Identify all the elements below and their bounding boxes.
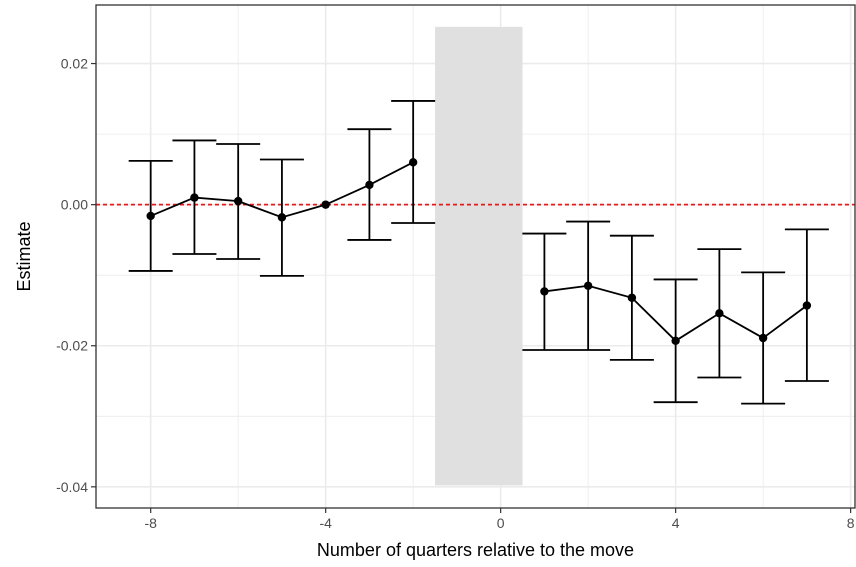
data-point	[758, 333, 768, 343]
x-tick-label: -4	[319, 515, 332, 531]
shaded-region	[435, 26, 523, 486]
data-point	[627, 293, 637, 302]
data-point	[540, 287, 549, 296]
data-point	[233, 196, 243, 206]
data-point	[277, 213, 287, 222]
data-point	[365, 180, 374, 190]
y-tick-label: 0.02	[61, 56, 88, 72]
y-axis-title: Estimate	[14, 221, 34, 291]
axis-layer: -8 -4 0 4 8 -0.04 -0.02 0.00 0.02	[56, 56, 855, 531]
panel-border	[95, 4, 856, 509]
data-point	[583, 281, 593, 290]
x-tick-label: 4	[672, 515, 680, 531]
x-tick-label: 8	[847, 515, 855, 531]
y-tick-label: 0.00	[61, 197, 88, 213]
data-point	[321, 200, 330, 209]
x-tick-label: -8	[144, 515, 157, 531]
data-point	[408, 158, 418, 167]
series-layer	[128, 100, 829, 405]
y-tick-label: -0.04	[56, 479, 88, 495]
data-point	[715, 309, 724, 318]
x-tick-label: 0	[497, 515, 505, 531]
data-point	[802, 301, 812, 310]
x-axis-title: Number of quarters relative to the move	[317, 540, 634, 560]
data-point	[146, 211, 155, 221]
y-tick-label: -0.02	[56, 338, 88, 354]
data-point	[190, 193, 199, 202]
data-point	[671, 336, 680, 346]
